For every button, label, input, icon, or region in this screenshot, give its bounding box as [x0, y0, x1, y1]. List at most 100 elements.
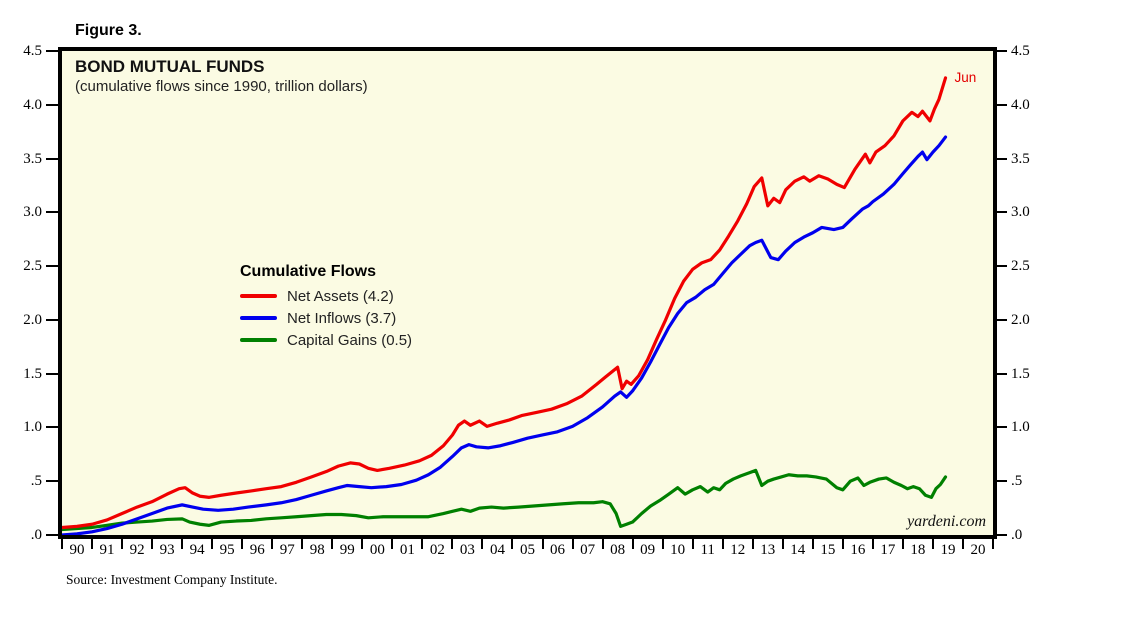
y-axis-tick-left	[46, 265, 58, 268]
x-axis-label: 92	[129, 542, 145, 558]
x-axis-tick	[571, 539, 574, 549]
legend-label: Net Assets (4.2)	[287, 287, 394, 305]
series-line	[62, 76, 948, 530]
x-axis-tick	[241, 539, 244, 549]
x-axis-label: 98	[309, 542, 325, 558]
x-axis-label: 96	[249, 542, 265, 558]
x-axis-label: 95	[219, 542, 235, 558]
legend-swatch	[240, 316, 277, 320]
y-axis-tick-right	[995, 50, 1007, 52]
x-axis-label: 05	[520, 542, 535, 558]
x-axis-label: 00	[369, 542, 385, 558]
figure-label: Figure 3.	[75, 22, 142, 39]
x-axis-label: 99	[339, 542, 355, 558]
x-axis-label: 01	[399, 542, 415, 558]
x-axis-label: 10	[670, 542, 686, 558]
legend-item: Net Assets (4.2)	[240, 285, 412, 307]
y-axis-tick-left	[46, 50, 58, 52]
x-axis-label: 97	[279, 542, 295, 558]
chart-title: BOND MUTUAL FUNDS	[75, 57, 265, 76]
y-axis-tick-right	[995, 426, 1007, 429]
x-axis-tick	[211, 539, 214, 549]
y-axis-tick-right	[995, 480, 1007, 483]
x-axis-tick	[871, 539, 874, 549]
x-axis-tick	[391, 539, 394, 549]
y-axis-tick-right	[995, 372, 1007, 375]
y-axis-tick-right	[995, 534, 1007, 536]
x-axis-tick	[511, 539, 514, 549]
y-axis-tick-right	[995, 103, 1007, 106]
y-axis-tick-left	[46, 211, 58, 214]
series-line	[62, 135, 948, 535]
x-axis-tick	[61, 539, 63, 549]
y-axis-tick-left	[46, 372, 58, 375]
legend-title: Cumulative Flows	[240, 263, 377, 280]
y-axis-tick-left	[46, 157, 58, 160]
x-axis-tick	[601, 539, 604, 549]
x-axis-tick	[811, 539, 814, 549]
y-axis-tick-right	[995, 265, 1007, 268]
x-axis-tick	[751, 539, 754, 549]
x-axis-label: 09	[640, 542, 656, 558]
y-axis-label-left: 1.0	[23, 419, 42, 436]
x-axis-tick	[931, 539, 934, 549]
x-axis-tick	[631, 539, 634, 549]
watermark: yardeni.com	[907, 513, 986, 530]
y-axis-label-right: 2.0	[1011, 311, 1030, 328]
x-axis-tick	[361, 539, 364, 549]
x-axis-label: 16	[850, 542, 866, 558]
x-axis-tick	[661, 539, 664, 549]
legend-swatch	[240, 338, 277, 342]
y-axis-label-left: 4.5	[23, 43, 42, 59]
y-axis-label-left: .0	[30, 527, 42, 543]
legend-item: Capital Gains (0.5)	[240, 329, 412, 351]
source-note: Source: Investment Company Institute.	[66, 572, 278, 587]
x-axis-tick	[541, 539, 544, 549]
x-axis-label: 90	[69, 542, 85, 558]
x-axis-label: 18	[910, 542, 926, 558]
x-axis-label: 02	[429, 542, 445, 558]
x-axis-tick	[181, 539, 184, 549]
y-axis-tick-left	[46, 426, 58, 429]
y-axis-label-left: 4.0	[23, 96, 42, 113]
legend-label: Capital Gains (0.5)	[287, 331, 413, 349]
y-axis-tick-left	[46, 534, 58, 536]
x-axis-label: 94	[189, 542, 205, 558]
y-axis-label-right: .0	[1011, 527, 1023, 543]
y-axis-label-right: 2.5	[1011, 258, 1030, 275]
legend-item: Net Inflows (3.7)	[240, 307, 412, 329]
x-axis-label: 93	[159, 542, 175, 558]
x-axis-tick	[91, 539, 94, 549]
y-axis-label-right: 4.5	[1011, 43, 1030, 59]
x-axis-label: 12	[730, 542, 746, 558]
x-axis-tick	[331, 539, 334, 549]
legend-label: Net Inflows (3.7)	[287, 309, 397, 327]
plot-area	[62, 76, 948, 535]
y-axis-tick-left	[46, 318, 58, 321]
legend: Cumulative Flows Net Assets (4.2) Net Inf…	[240, 263, 412, 351]
y-axis-tick-left	[46, 480, 58, 483]
x-axis-tick	[301, 539, 304, 549]
y-axis-tick-right	[995, 211, 1007, 214]
y-axis-tick-right	[995, 157, 1007, 160]
y-axis-label-left: 2.5	[23, 258, 42, 275]
y-axis-label-right: .5	[1011, 473, 1023, 490]
x-axis-tick	[992, 539, 994, 549]
x-axis-tick	[121, 539, 124, 549]
x-axis-label: 91	[99, 542, 115, 558]
y-axis-tick-right	[995, 318, 1007, 321]
x-axis-tick	[901, 539, 904, 549]
x-axis-tick	[151, 539, 154, 549]
y-axis-tick-left	[46, 103, 58, 106]
x-axis-label: 08	[610, 542, 626, 558]
latest-point-annotation: Jun	[954, 69, 977, 85]
x-axis-tick	[271, 539, 274, 549]
x-axis-label: 17	[880, 542, 896, 558]
chart-frame: BOND MUTUAL FUNDS (cumulative flows sinc…	[58, 47, 997, 539]
y-axis-label-right: 4.0	[1011, 96, 1030, 113]
x-axis-label: 13	[760, 542, 776, 558]
y-axis-label-right: 1.0	[1011, 419, 1030, 436]
series-line	[62, 468, 948, 532]
x-axis-label: 04	[489, 542, 505, 558]
y-axis-label-right: 3.0	[1011, 204, 1030, 221]
